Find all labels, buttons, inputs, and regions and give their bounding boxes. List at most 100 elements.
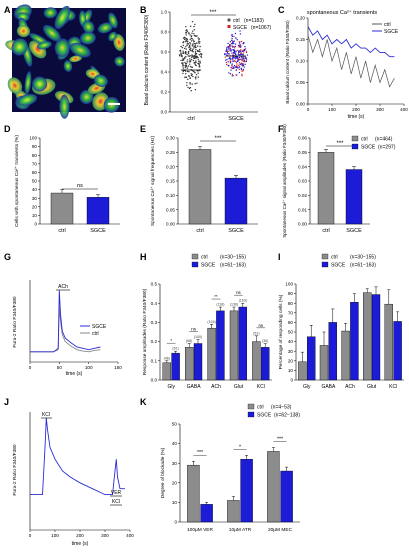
h-sig-label: * <box>170 338 172 343</box>
b-point-ctrl <box>184 76 186 79</box>
b-y-tick-label: 0.6 <box>161 50 168 55</box>
b-point-sgce <box>240 46 242 48</box>
b-point-ctrl <box>200 55 202 58</box>
f-legend-sgce: SGCE <box>361 145 376 151</box>
k-bar <box>267 451 280 523</box>
b-point-ctrl <box>190 74 193 77</box>
b-point-ctrl <box>191 73 193 76</box>
b-point-ctrl <box>196 55 198 58</box>
b-point-ctrl <box>195 60 197 62</box>
b-point-sgce <box>230 69 232 71</box>
b-point-ctrl <box>193 45 195 47</box>
b-legend-sgce-n: (n=1067) <box>251 25 271 31</box>
b-point-ctrl <box>189 77 192 79</box>
b-point-sgce <box>234 50 236 52</box>
d-y-tick-label: 100 <box>29 136 37 141</box>
h-category-label: Gly <box>167 384 175 390</box>
b-point-sgce <box>239 33 241 35</box>
b-point-sgce <box>225 61 228 64</box>
b-point-ctrl <box>195 57 197 59</box>
b-legend-ctrl-marker <box>227 18 231 22</box>
b-point-ctrl <box>187 78 189 81</box>
b-point-sgce <box>238 44 241 46</box>
b-point-sgce <box>240 59 243 61</box>
b-point-sgce <box>238 46 240 48</box>
b-point-sgce <box>242 42 244 44</box>
i-legend-sgce-n: (n=61−163) <box>350 263 376 269</box>
b-point-ctrl <box>193 62 196 64</box>
b-point-sgce <box>232 54 234 56</box>
b-point-ctrl <box>195 74 198 76</box>
j-x-tick-label: 200 <box>76 533 84 538</box>
b-point-ctrl <box>185 34 187 36</box>
b-point-ctrl <box>185 45 187 48</box>
i-y-tick-label: 70 <box>288 310 294 315</box>
b-point-sgce <box>231 33 233 36</box>
b-point-ctrl <box>196 35 198 37</box>
i-y-tick-label: 0 <box>290 378 293 383</box>
e-bar <box>188 149 212 225</box>
b-point-ctrl <box>198 48 201 51</box>
b-point-ctrl <box>194 62 197 64</box>
b-cat-sgce: SGCE <box>228 116 244 122</box>
b-point-ctrl <box>192 48 194 51</box>
e-ylabel: Spontaneous Ca²⁺ signal frequencies (Hz) <box>150 135 156 226</box>
b-point-sgce <box>238 56 241 59</box>
b-point-sgce <box>240 41 242 43</box>
b-point-sgce <box>233 52 235 54</box>
c-x-tick-label: 200 <box>352 107 360 112</box>
c-ylabel: Basal calcium content (Ratio F340/F380) <box>285 20 290 104</box>
b-point-sgce <box>239 50 241 53</box>
i-y-tick-label: 80 <box>288 301 294 306</box>
b-point-ctrl <box>187 52 190 55</box>
cell <box>43 24 61 42</box>
b-point-ctrl <box>198 60 200 62</box>
b-point-ctrl <box>184 70 187 72</box>
b-point-ctrl <box>197 62 199 65</box>
b-point-sgce <box>227 46 229 48</box>
b-point-ctrl <box>196 50 199 52</box>
b-point-sgce <box>236 56 238 59</box>
k-bar <box>280 470 293 523</box>
b-point-ctrl <box>185 65 188 67</box>
b-point-ctrl <box>190 35 193 38</box>
b-point-sgce <box>240 68 242 70</box>
b-point-ctrl <box>189 43 192 45</box>
b-point-ctrl <box>184 52 187 54</box>
b-point-sgce <box>229 44 232 46</box>
b-point-ctrl <box>190 49 192 52</box>
b-point-sgce <box>237 44 240 46</box>
b-point-ctrl <box>192 30 194 32</box>
c-y-tick-label: 0.00 <box>296 102 305 107</box>
j-x-tick-label: 300 <box>101 533 109 538</box>
f-legend-ctrl-swatch <box>351 135 359 142</box>
cell <box>108 31 117 42</box>
b-point-sgce <box>227 50 229 53</box>
d-y-tick-label: 60 <box>32 170 38 175</box>
b-point-ctrl <box>198 54 201 56</box>
b-point-sgce <box>228 48 230 50</box>
g-legend-ctrl: ctrl <box>92 331 99 337</box>
b-point-ctrl <box>184 65 187 67</box>
d-ylabel: Cells with spontaneous Ca²⁺ transients (… <box>14 135 20 227</box>
b-point-sgce <box>230 50 232 52</box>
b-point-ctrl <box>189 63 191 65</box>
b-point-sgce <box>239 54 241 56</box>
b-point-sgce <box>238 51 240 53</box>
b-point-ctrl <box>198 62 200 64</box>
k-legend-ctrl: ctrl <box>257 405 264 411</box>
b-point-ctrl <box>194 52 197 54</box>
b-point-sgce <box>241 57 243 59</box>
b-point-ctrl <box>193 34 196 37</box>
j-x-tick-label: 100 <box>51 533 59 538</box>
b-legend-sgce-marker <box>227 25 231 28</box>
b-point-ctrl <box>180 52 182 54</box>
d-y-tick-label: 40 <box>32 187 38 192</box>
h-category-label: ACh <box>211 384 221 390</box>
c-legend-ctrl: ctrl <box>384 22 391 28</box>
b-point-ctrl <box>197 58 200 60</box>
h-n-label: (104) <box>207 320 215 324</box>
b-point-sgce <box>233 42 235 45</box>
panel-h-bar: 0.0 0.1 0.2 0.3 0.4 0.5 (46) (61)* (68)(100) ns (… <box>142 253 272 390</box>
f-bar <box>345 169 363 225</box>
